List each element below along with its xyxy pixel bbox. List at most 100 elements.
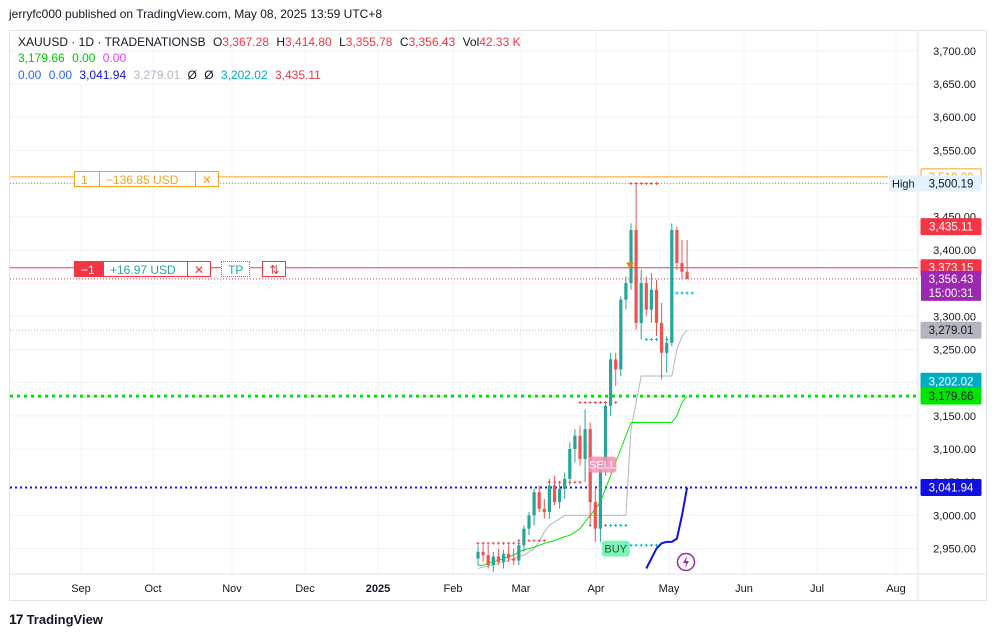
low-label: L (339, 35, 346, 49)
buy-marker-box (601, 540, 630, 557)
buy-marker-label: BUY (604, 544, 627, 556)
y-tick-label: 3,150.00 (933, 411, 976, 423)
red-cross-marker (644, 182, 648, 186)
candle-body (507, 553, 511, 559)
candle-body (512, 558, 516, 561)
x-tick-label: 2025 (366, 583, 390, 595)
high-tag-label: High (892, 178, 915, 190)
red-cross-marker (502, 541, 505, 545)
position-short-pnl: +16.97 USD (104, 261, 188, 277)
ind2-value-1: 0.00 (18, 68, 42, 82)
countdown-value: 15:00:31 (929, 288, 974, 300)
green-price-tag-box (920, 387, 982, 405)
chart-frame[interactable] (9, 30, 987, 601)
red-cross-marker (578, 401, 582, 405)
tradingview-brand: TradingView (26, 611, 103, 627)
legend-row-indicator-1: 3,179.66 0.00 0.00 (18, 51, 130, 65)
red-cross-marker (629, 182, 633, 186)
x-tick-label: Nov (222, 583, 242, 595)
y-tick-label: 3,100.00 (933, 444, 976, 456)
blue-price-tag: 3,041.94 (929, 483, 974, 495)
plot-area: SELL BUY (10, 176, 918, 572)
tradingview-footer[interactable]: 17 TradingView (9, 611, 103, 627)
high-price-value: 3,500.19 (929, 178, 974, 190)
candle-body (476, 551, 480, 559)
candle-body (583, 429, 587, 459)
vol-value: 42.33 K (479, 35, 521, 49)
entry-arrow-marker (626, 262, 634, 269)
teal-cross-marker (680, 291, 684, 295)
y-tick-label: 3,550.00 (933, 145, 976, 157)
red-cross-marker (537, 539, 541, 543)
teal-cross-marker (655, 543, 658, 547)
teal-cross-marker (609, 523, 613, 527)
candle-body (660, 322, 664, 353)
y-tick-label: 3,600.00 (933, 112, 976, 124)
teal-cross-marker (629, 543, 633, 547)
low-value: 3,355.78 (345, 35, 393, 49)
candle-body (486, 555, 490, 566)
candle-body (649, 289, 653, 310)
ind2-value-5: Ø (187, 68, 197, 82)
red-cross-marker (512, 541, 516, 545)
red-cross-marker (593, 401, 597, 405)
position-short-qty: −1 (74, 261, 104, 277)
candle-body (665, 342, 669, 353)
high-value: 3,414.80 (285, 35, 332, 49)
candle-body (558, 488, 562, 503)
teal-cross-marker (619, 523, 623, 527)
x-tick-label: Feb (444, 583, 463, 595)
y-tick-label: 2,950.00 (933, 544, 976, 556)
candle-body (593, 502, 597, 529)
close-label: C (399, 35, 409, 49)
high-label: H (276, 35, 286, 49)
candle-body (496, 556, 500, 562)
candle-body (654, 289, 659, 323)
position-long-pnl: −136.85 USD (100, 171, 196, 187)
lightning-icon-bolt (683, 556, 689, 568)
ind2-value-8: 3,435.11 (274, 68, 321, 82)
candle-body (634, 229, 638, 323)
reverse-position-icon[interactable]: ⇅ (262, 261, 287, 277)
candle-body (481, 551, 485, 556)
red-cross-marker (655, 182, 658, 186)
candle-body (675, 229, 679, 264)
red-cross-marker (649, 182, 653, 186)
x-tick-label: Jun (735, 583, 753, 595)
candle-body (609, 359, 613, 406)
candle-body (629, 229, 633, 284)
blue-indicator-line (645, 487, 689, 569)
take-profit-button[interactable]: TP (221, 261, 251, 277)
last-price-value: 3,356.43 (929, 274, 974, 286)
candle-body (491, 556, 495, 566)
candle-body (542, 508, 546, 513)
green-indicator-line (478, 395, 688, 566)
blue-price-tag-box (920, 479, 982, 497)
red-cross-marker (578, 480, 582, 484)
legend-row-ohlc: XAUUSD · 1D · TRADENATIONSB O3,367.28 H3… (18, 35, 525, 49)
teal-cross-marker (655, 338, 658, 342)
sell-marker-label: SELL (589, 460, 616, 472)
sell-marker-box (588, 456, 617, 473)
candle-body (619, 299, 623, 370)
gray-price-tag: 3,279.01 (929, 325, 974, 337)
red-cross-marker (507, 541, 511, 545)
position-long[interactable]: 1 −136.85 USD ✕ (74, 171, 220, 187)
red-cross-marker (573, 480, 577, 484)
y-tick-label: 3,300.00 (933, 311, 976, 323)
candle-body (547, 485, 551, 513)
x-tick-label: Aug (886, 583, 906, 595)
gray-price-tag-box (920, 321, 982, 339)
red-cross-marker (476, 541, 480, 545)
open-label: O (212, 35, 223, 49)
position-short[interactable]: −1 +16.97 USD ✕ TP ⇅ (74, 261, 287, 277)
candle-body (537, 492, 541, 509)
symbol-title[interactable]: XAUUSD · 1D · TRADENATIONSB (18, 35, 206, 49)
x-tick-label: Dec (295, 583, 315, 595)
y-tick-label: 3,700.00 (933, 46, 976, 58)
candle-body (598, 468, 602, 529)
position-short-close-icon[interactable]: ✕ (188, 261, 212, 277)
teal-cross-marker (604, 523, 607, 527)
position-long-close-icon[interactable]: ✕ (196, 171, 220, 187)
